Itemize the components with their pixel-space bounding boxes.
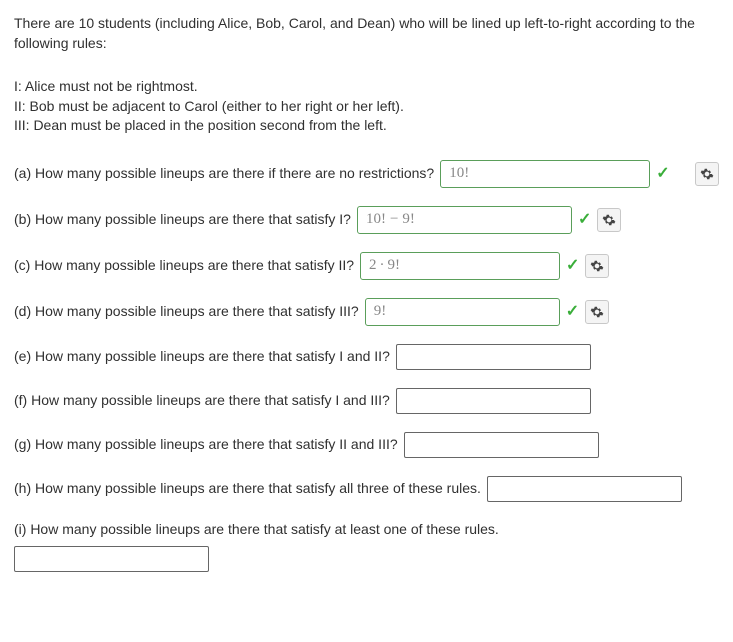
question-g-row: (g) How many possible lineups are there … [14, 432, 719, 458]
question-c-row: (c) How many possible lineups are there … [14, 252, 719, 280]
answer-a-value: 10! [449, 163, 469, 184]
answer-d-box[interactable]: 9! [365, 298, 560, 326]
settings-button-a[interactable] [695, 162, 719, 186]
settings-button-d[interactable] [585, 300, 609, 324]
question-a-row: (a) How many possible lineups are there … [14, 160, 719, 188]
gear-icon [590, 305, 604, 319]
answer-h-input[interactable] [487, 476, 682, 502]
rule-2: II: Bob must be adjacent to Carol (eithe… [14, 97, 719, 117]
check-icon: ✓ [656, 163, 669, 185]
rules-block: I: Alice must not be rightmost. II: Bob … [14, 77, 719, 136]
question-e-row: (e) How many possible lineups are there … [14, 344, 719, 370]
answer-i-input[interactable] [14, 546, 209, 572]
question-c-label: (c) How many possible lineups are there … [14, 256, 354, 276]
check-icon: ✓ [566, 301, 579, 323]
question-i-label: (i) How many possible lineups are there … [14, 520, 715, 540]
answer-c-p2: · [380, 255, 385, 276]
problem-intro: There are 10 students (including Alice, … [14, 14, 719, 53]
question-a-label: (a) How many possible lineups are there … [14, 164, 434, 184]
question-i-row: (i) How many possible lineups are there … [14, 520, 719, 572]
answer-f-input[interactable] [396, 388, 591, 414]
question-d-row: (d) How many possible lineups are there … [14, 298, 719, 326]
answer-g-input[interactable] [404, 432, 599, 458]
question-b-label: (b) How many possible lineups are there … [14, 210, 351, 230]
answer-a-box[interactable]: 10! [440, 160, 650, 188]
question-h-label: (h) How many possible lineups are there … [14, 479, 481, 499]
answer-d-value: 9! [374, 301, 387, 322]
gear-icon [602, 213, 616, 227]
question-h-row: (h) How many possible lineups are there … [14, 476, 719, 502]
question-f-label: (f) How many possible lineups are there … [14, 391, 390, 411]
question-e-label: (e) How many possible lineups are there … [14, 347, 390, 367]
answer-b-p2: − [390, 209, 398, 230]
answer-b-p1: 10! [366, 209, 386, 230]
settings-button-c[interactable] [585, 254, 609, 278]
check-icon: ✓ [578, 209, 591, 231]
rule-3: III: Dean must be placed in the position… [14, 116, 719, 136]
question-g-label: (g) How many possible lineups are there … [14, 435, 398, 455]
answer-b-box[interactable]: 10! − 9! [357, 206, 572, 234]
answer-b-p3: 9! [402, 209, 415, 230]
gear-icon [590, 259, 604, 273]
question-f-row: (f) How many possible lineups are there … [14, 388, 719, 414]
check-icon: ✓ [566, 255, 579, 277]
answer-e-input[interactable] [396, 344, 591, 370]
answer-c-p1: 2 [369, 255, 377, 276]
settings-button-b[interactable] [597, 208, 621, 232]
answer-c-box[interactable]: 2 · 9! [360, 252, 560, 280]
question-b-row: (b) How many possible lineups are there … [14, 206, 719, 234]
answer-c-p3: 9! [388, 255, 401, 276]
question-d-label: (d) How many possible lineups are there … [14, 302, 359, 322]
gear-icon [700, 167, 714, 181]
rule-1: I: Alice must not be rightmost. [14, 77, 719, 97]
